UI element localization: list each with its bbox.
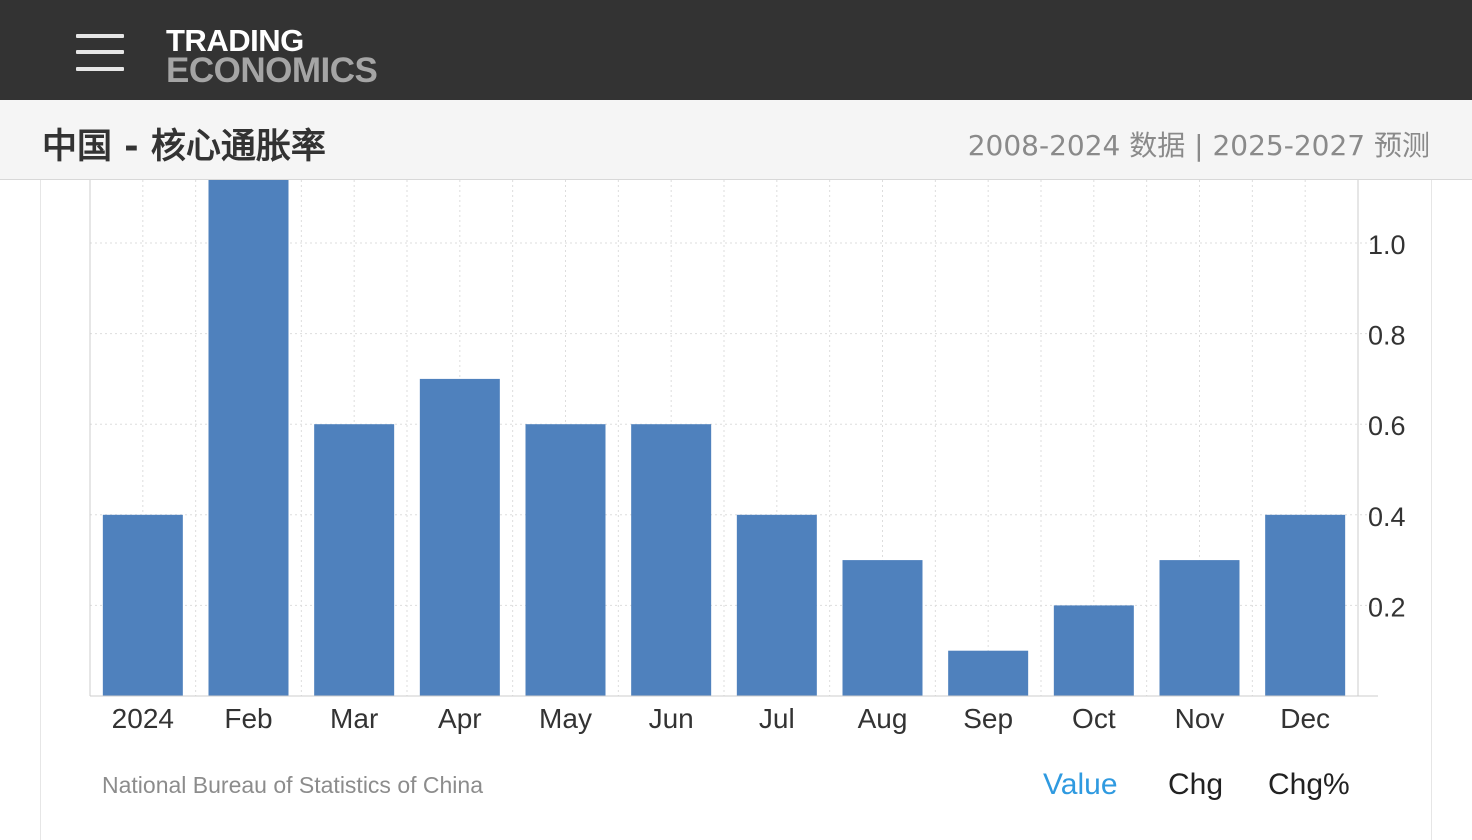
data-range-label: 2008-2024 数据 | 2025-2027 预测 — [967, 129, 1430, 162]
bar-chart: 0.2 0.4 0.6 0.8 1.0 2024 Feb Mar Apr May Jun Jul Aug… — [89, 180, 1406, 734]
logo-line-1: TRADING — [166, 23, 304, 58]
top-navigation-bar: TRADING ECONOMICS — [0, 0, 1472, 100]
tab-value[interactable]: Value — [1043, 768, 1118, 801]
y-tick-label: 0.8 — [1368, 321, 1406, 351]
x-tick-label: Oct — [1072, 703, 1116, 734]
bar-aug[interactable] — [842, 560, 923, 696]
y-tick-label: 0.2 — [1368, 592, 1406, 622]
x-tick-label: Aug — [858, 703, 908, 734]
y-tick-label: 0.4 — [1368, 502, 1406, 532]
chart-bars — [102, 180, 1346, 696]
trading-economics-logo[interactable]: TRADING ECONOMICS — [166, 23, 378, 90]
hamburger-menu-icon[interactable] — [76, 34, 124, 72]
bar-jul[interactable] — [736, 514, 817, 696]
y-tick-label: 1.0 — [1368, 230, 1406, 260]
bar-sep[interactable] — [948, 650, 1029, 696]
x-tick-label: Feb — [224, 703, 272, 734]
bar-apr[interactable] — [419, 378, 500, 696]
x-tick-label: May — [539, 703, 592, 734]
bar-oct[interactable] — [1053, 605, 1134, 696]
x-tick-label: Nov — [1175, 703, 1225, 734]
indicator-title-bar: 中国 - 核心通胀率 2008-2024 数据 | 2025-2027 预测 — [0, 100, 1472, 180]
x-tick-label: Dec — [1280, 703, 1330, 734]
chart-card — [40, 180, 1432, 840]
bar-nov[interactable] — [1159, 560, 1240, 696]
x-tick-label: 2024 — [112, 703, 174, 734]
logo-line-2: ECONOMICS — [166, 51, 378, 90]
bar-may[interactable] — [525, 424, 606, 696]
tab-chg[interactable]: Chg — [1168, 768, 1224, 801]
bar-feb[interactable] — [208, 180, 289, 696]
bar-jun[interactable] — [631, 424, 712, 696]
x-tick-label: Jun — [649, 703, 694, 734]
x-tick-label: Sep — [963, 703, 1013, 734]
bar-2024[interactable] — [102, 514, 183, 696]
data-source-label: National Bureau of Statistics of China — [102, 772, 483, 798]
tab-chg-percent[interactable]: Chg% — [1268, 768, 1350, 801]
x-tick-label: Mar — [330, 703, 378, 734]
chart-axes: 0.2 0.4 0.6 0.8 1.0 2024 Feb Mar Apr May Jun Jul Aug… — [89, 180, 1406, 734]
bar-dec[interactable] — [1265, 514, 1346, 696]
x-tick-label: Jul — [759, 703, 795, 734]
bar-mar[interactable] — [314, 424, 395, 696]
page-title: 中国 - 核心通胀率 — [42, 127, 326, 167]
y-tick-label: 0.6 — [1368, 411, 1406, 441]
x-tick-label: Apr — [438, 703, 482, 734]
